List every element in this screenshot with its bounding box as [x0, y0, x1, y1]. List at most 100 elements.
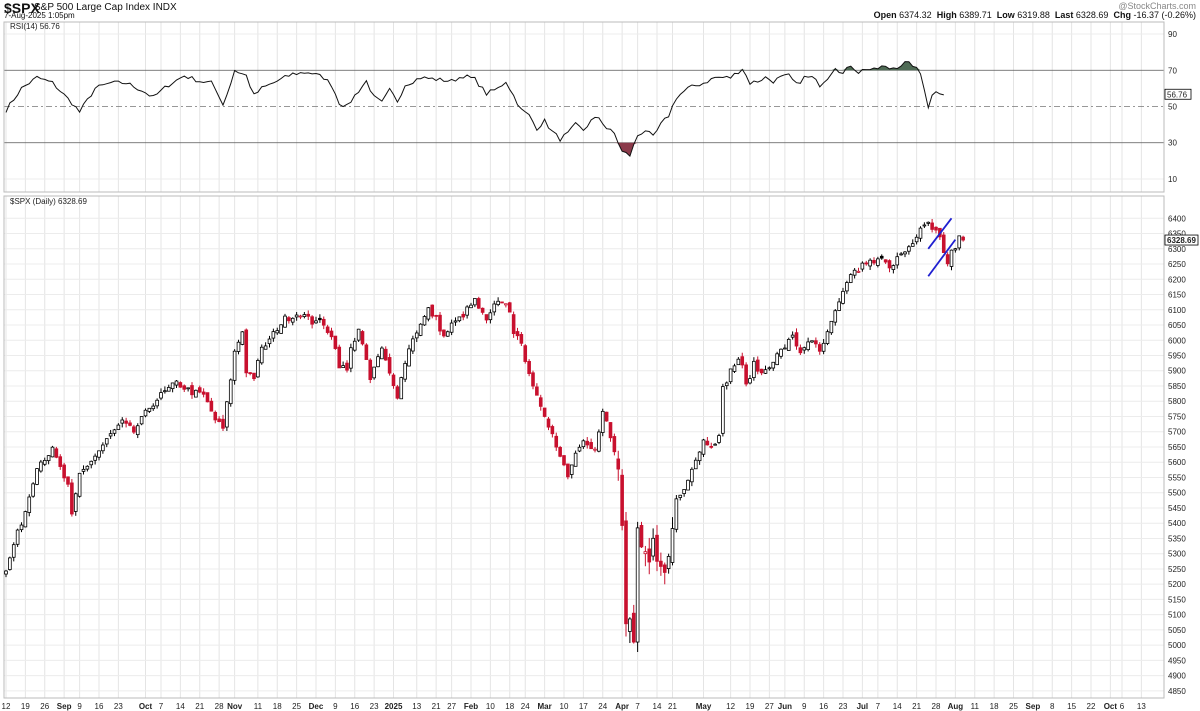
candle-body: [647, 548, 652, 563]
symbol: $SPX: [4, 0, 40, 16]
candle-body: [577, 446, 582, 452]
x-tick-label: 13: [1137, 702, 1146, 711]
last-price-value: 6328.69: [1167, 236, 1196, 245]
candle-body: [573, 452, 578, 467]
candle-body: [147, 407, 152, 412]
candle-body: [872, 260, 876, 264]
candle-body: [329, 330, 334, 338]
candle-body: [868, 259, 872, 267]
price-tick-label: 4850: [1168, 687, 1186, 696]
candle-body: [790, 334, 795, 338]
price-tick-label: 6350: [1168, 230, 1186, 239]
candle-body: [314, 320, 318, 324]
candle-body: [635, 527, 640, 643]
candle-body: [856, 270, 861, 273]
candle-body: [484, 314, 489, 321]
candle-body: [581, 440, 586, 448]
x-tick-label: 19: [21, 702, 30, 711]
candle-body: [891, 265, 896, 270]
price-panel-frame: [3, 195, 1165, 699]
candle-body: [949, 249, 954, 267]
candle-body: [325, 326, 330, 333]
candle-body: [135, 425, 140, 436]
candle-body: [810, 340, 814, 343]
candle-body: [178, 382, 183, 388]
candle-body: [922, 224, 927, 227]
candle-body: [899, 253, 903, 256]
x-tick-label: 16: [95, 702, 104, 711]
price-tick-label: 5700: [1168, 428, 1186, 437]
candle-body: [236, 341, 241, 352]
candle-body: [143, 409, 148, 417]
candle-body: [360, 331, 365, 345]
candle-body: [755, 359, 760, 372]
candle-body: [287, 317, 291, 322]
x-tick-label: 23: [370, 702, 379, 711]
candle-body: [465, 306, 469, 316]
candle-body: [500, 301, 504, 304]
candle-body: [35, 468, 39, 485]
price-tick-label: 5050: [1168, 626, 1186, 635]
candle-body: [852, 269, 857, 276]
candle-body: [430, 304, 435, 317]
candle-body: [763, 369, 768, 374]
candle-body: [670, 528, 675, 563]
x-tick-label: 12: [726, 702, 735, 711]
candle-body: [244, 329, 249, 374]
candle-body: [476, 298, 481, 309]
candle-body: [259, 346, 264, 364]
candle-body: [724, 382, 729, 387]
trendlines: [927, 217, 957, 277]
x-tick-label: Apr: [615, 702, 629, 711]
candle-body: [895, 256, 900, 266]
candle-body: [403, 363, 407, 380]
price-tick-label: 5750: [1168, 412, 1186, 421]
candle-body: [139, 416, 144, 425]
candle-body: [50, 446, 55, 458]
price-tick-label: 5000: [1168, 641, 1186, 650]
candle-body: [190, 385, 194, 396]
candle-body: [542, 407, 547, 417]
price-tick-label: 6100: [1168, 306, 1186, 315]
candle-body: [941, 234, 946, 253]
x-tick-label: 28: [932, 702, 941, 711]
trendline: [927, 239, 957, 277]
chart-header: $SPX S&P 500 Large Cap Index INDX 7-Aug-…: [0, 0, 1200, 20]
candle-body: [383, 348, 388, 361]
candle-body: [740, 356, 745, 366]
x-tick-label: 14: [893, 702, 902, 711]
rsi-panel-frame: [3, 21, 1165, 193]
candles: [4, 218, 965, 653]
candle-body: [585, 440, 590, 446]
candle-body: [523, 345, 528, 362]
candle-body: [488, 312, 493, 321]
candle-body: [554, 435, 559, 448]
candle-body: [407, 348, 411, 367]
candle-body: [337, 346, 342, 369]
candle-body: [655, 534, 659, 562]
candle-body: [275, 330, 280, 334]
candle-body: [217, 418, 221, 423]
candle-body: [759, 368, 764, 374]
x-axis: 12 19 26 Sep 9 16 23 Oct 7 14 21 28 Nov 11 18 25 Dec 9 16 2…: [2, 702, 1147, 711]
candle-body: [42, 459, 47, 465]
price-tick-label: 6000: [1168, 336, 1186, 345]
x-tick-label: 17: [579, 702, 588, 711]
candle-body: [748, 378, 752, 384]
x-tick-label: Aug: [948, 702, 964, 711]
price-tick-label: 5550: [1168, 473, 1186, 482]
candle-body: [883, 259, 888, 263]
candle-body: [945, 254, 950, 265]
x-tick-label: 21: [912, 702, 921, 711]
candle-body: [631, 612, 636, 643]
candle-body: [240, 331, 245, 345]
x-tick-label: 12: [2, 702, 11, 711]
candle-body: [256, 360, 260, 378]
x-tick-label: Sep: [1026, 702, 1041, 711]
candle-body: [515, 331, 520, 337]
candle-body: [620, 474, 624, 526]
x-tick-label: 14: [653, 702, 662, 711]
candle-body: [4, 570, 8, 575]
candle-body: [205, 392, 210, 403]
candle-body: [23, 511, 28, 528]
